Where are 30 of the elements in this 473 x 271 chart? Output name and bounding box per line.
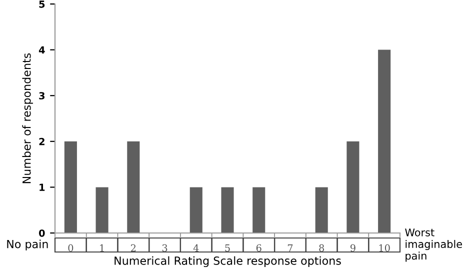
x-tick-label: 5 xyxy=(225,244,230,252)
x-tick-label: 1 xyxy=(100,244,104,252)
x-tick-label: 9 xyxy=(350,244,356,252)
bar xyxy=(346,141,360,233)
bar xyxy=(96,187,108,233)
x-tick-label: 4 xyxy=(193,244,199,252)
y-tick-label: 0 xyxy=(38,229,45,237)
bar xyxy=(252,187,266,233)
bar xyxy=(378,50,391,233)
x-tick-label: 10 xyxy=(379,244,390,252)
text: No pain xyxy=(7,240,48,250)
text: Worst imaginable pain xyxy=(405,228,462,262)
x-tick-label: 2 xyxy=(130,244,136,252)
bar xyxy=(127,141,140,233)
y-tick-label: 4 xyxy=(38,46,45,54)
y-tick-label: 5 xyxy=(39,0,45,8)
y-tick-label: 2 xyxy=(39,138,44,146)
bar xyxy=(64,141,77,233)
x-tick-label: 8 xyxy=(319,244,324,252)
bar xyxy=(190,187,202,233)
x-tick-label: 3 xyxy=(162,244,168,252)
x-tick-label: 6 xyxy=(256,244,262,252)
x-tick-label: 7 xyxy=(288,244,293,252)
y-tick-label: 3 xyxy=(39,92,45,100)
bar xyxy=(221,187,234,233)
bar xyxy=(315,187,328,233)
y-tick-label: 1 xyxy=(40,184,45,191)
x-axis-title: Numerical Rating Scale response options xyxy=(114,256,341,268)
x-tick-label: 0 xyxy=(68,244,74,252)
y-axis-title: Number of respondents xyxy=(22,53,33,184)
